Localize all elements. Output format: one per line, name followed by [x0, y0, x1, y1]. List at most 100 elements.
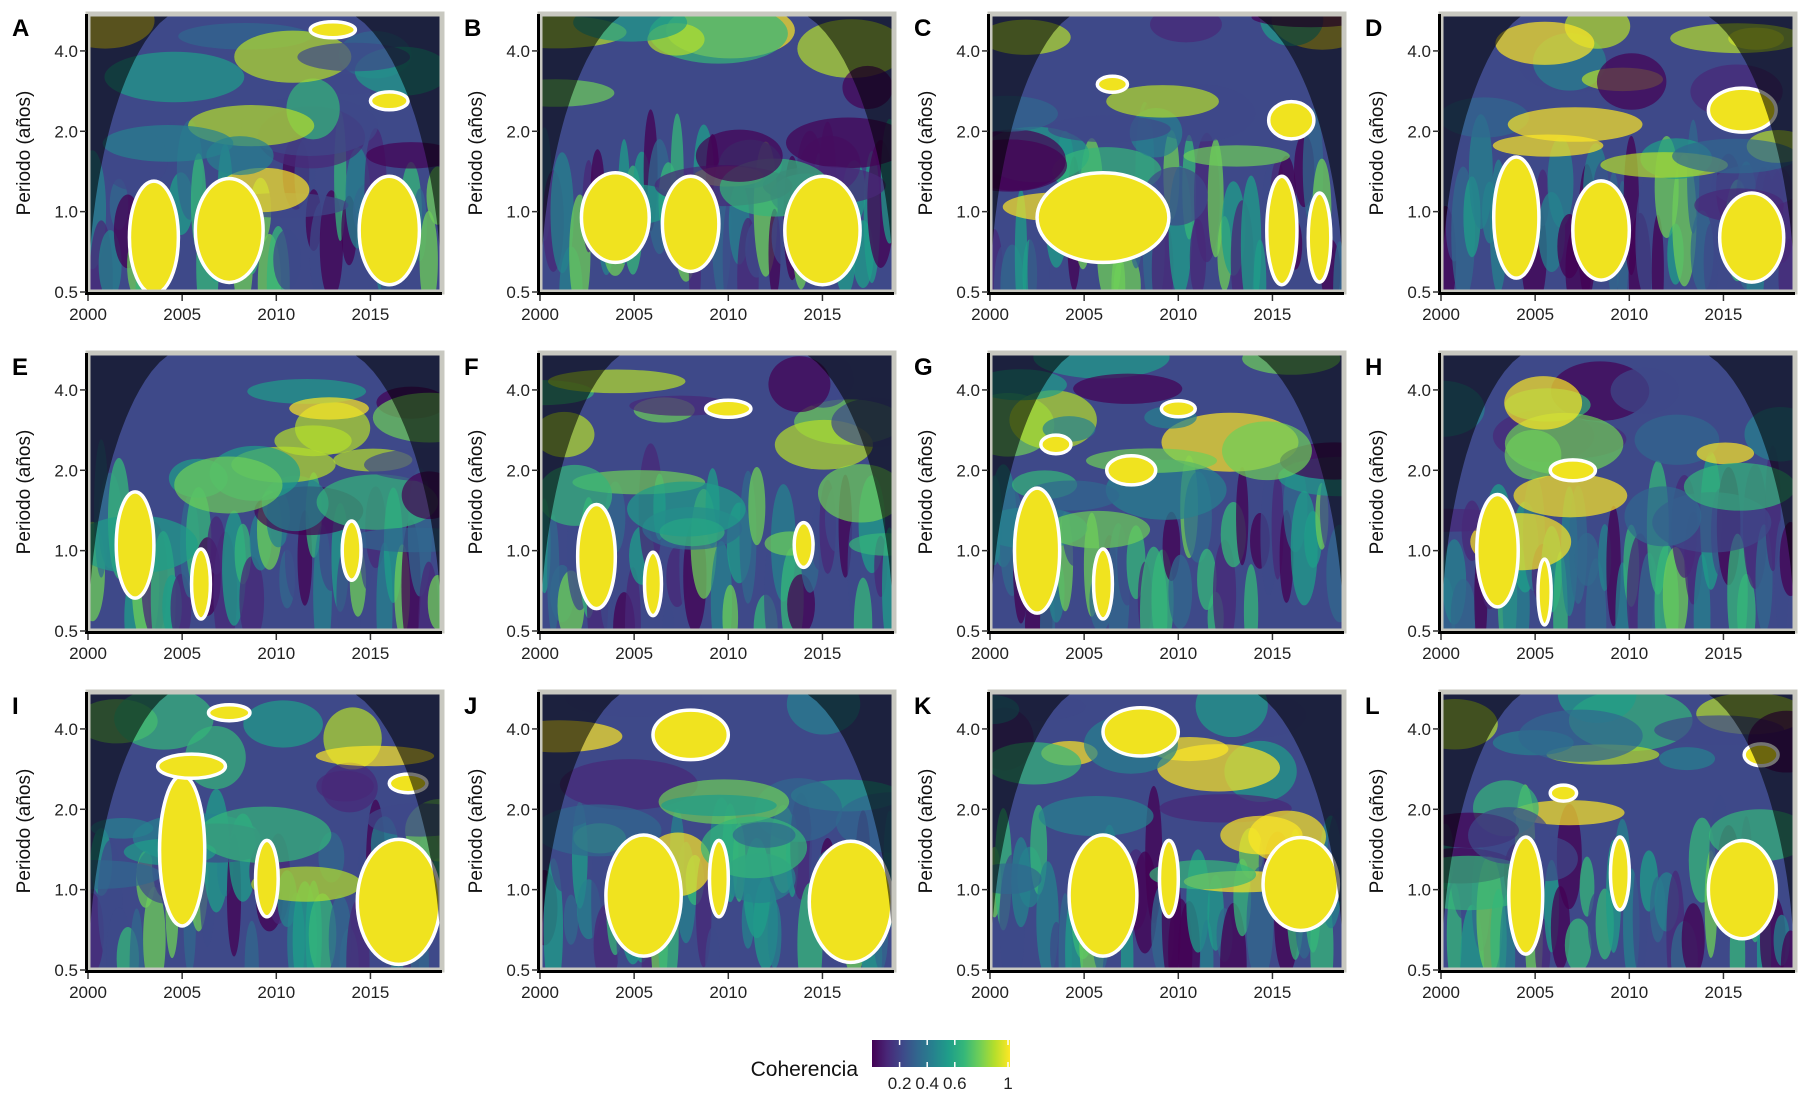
- x-tick-label: 2015: [1705, 644, 1743, 663]
- x-tick-label: 2010: [1159, 644, 1197, 663]
- y-tick-label: 1.0: [506, 203, 530, 222]
- significance-contour: [368, 90, 410, 112]
- panel-d: 0.5 1.0 2.0 4.0 2000 2005 2010 2015 Periodo (año…: [1365, 11, 1798, 324]
- x-tick-label: 2000: [1422, 305, 1460, 324]
- significance-contour: [660, 174, 721, 274]
- x-tick-label: 2010: [1610, 983, 1648, 1002]
- y-axis-label: Periodo (años): [916, 430, 937, 555]
- significance-contour: [114, 490, 156, 600]
- cone-of-influence-left: [990, 14, 1073, 292]
- x-tick-label: 2005: [615, 644, 653, 663]
- significance-contour: [1035, 171, 1171, 265]
- y-tick-label: 1.0: [506, 881, 530, 900]
- heatmap-field: [1441, 692, 1795, 970]
- x-tick-label: 2005: [1516, 644, 1554, 663]
- y-tick-label: 2.0: [506, 800, 530, 819]
- x-tick-label: 2000: [1422, 983, 1460, 1002]
- significance-contour: [189, 547, 213, 621]
- y-tick-label: 2.0: [54, 800, 78, 819]
- x-tick-label: 2015: [1705, 983, 1743, 1002]
- significance-contour: [1608, 835, 1632, 912]
- significance-contour: [1706, 838, 1778, 941]
- panel-label: F: [464, 354, 479, 381]
- significance-contour: [1039, 433, 1073, 456]
- panel-label: B: [464, 15, 481, 42]
- x-tick-label: 2005: [1065, 305, 1103, 324]
- x-tick-label: 2015: [1254, 644, 1292, 663]
- heatmap-field: [88, 353, 442, 631]
- significance-contour: [193, 176, 265, 285]
- significance-contour: [1266, 99, 1316, 141]
- x-tick-label: 2005: [163, 644, 201, 663]
- significance-contour: [1159, 399, 1197, 419]
- y-tick-label: 1.0: [54, 203, 78, 222]
- x-tick-label: 2000: [521, 644, 559, 663]
- significance-contour: [1491, 155, 1541, 280]
- y-tick-label: 0.5: [54, 622, 78, 641]
- x-tick-label: 2015: [804, 644, 842, 663]
- y-tick-label: 0.5: [1407, 961, 1431, 980]
- y-tick-label: 2.0: [1407, 461, 1431, 480]
- legend-tick-label: 1: [1003, 1074, 1012, 1093]
- y-axis-label: Periodo (años): [916, 91, 937, 216]
- significance-contour: [1095, 74, 1130, 95]
- y-tick-label: 0.5: [956, 283, 980, 302]
- panel-c: 0.5 1.0 2.0 4.0 2000 2005 2010 2015 Periodo (año…: [914, 11, 1347, 324]
- significance-contour: [357, 174, 422, 287]
- heatmap-field: [540, 14, 894, 292]
- significance-contour: [155, 752, 228, 780]
- y-axis-label: Periodo (años): [466, 91, 487, 216]
- panel-label: K: [914, 693, 932, 720]
- cone-of-influence-right: [1254, 692, 1344, 970]
- significance-contour: [157, 773, 207, 928]
- panel-l: 0.5 1.0 2.0 4.0 2000 2005 2010 2015 Periodo (año…: [1365, 689, 1798, 1002]
- heatmap-field: [1441, 353, 1795, 631]
- significance-contour: [308, 20, 358, 40]
- x-tick-label: 2000: [1422, 644, 1460, 663]
- x-tick-label: 2015: [352, 644, 390, 663]
- significance-contour: [206, 702, 252, 723]
- y-tick-label: 0.5: [506, 283, 530, 302]
- y-axis-label: Periodo (años): [466, 430, 487, 555]
- x-tick-label: 2010: [257, 983, 295, 1002]
- heatmap-field: [540, 353, 894, 631]
- cone-of-influence-right: [1254, 14, 1344, 292]
- cone-of-influence-left: [990, 692, 1073, 970]
- significance-contour: [604, 833, 683, 958]
- significance-contour: [1091, 547, 1115, 621]
- panel-label: A: [12, 15, 29, 42]
- x-tick-label: 2015: [1254, 983, 1292, 1002]
- significance-contour: [807, 839, 894, 965]
- significance-contour: [1067, 833, 1139, 958]
- y-axis-label: Periodo (años): [14, 769, 35, 894]
- significance-contour: [1548, 458, 1598, 483]
- x-tick-label: 2005: [615, 305, 653, 324]
- significance-contour: [1306, 191, 1333, 284]
- x-tick-label: 2005: [1516, 983, 1554, 1002]
- heatmap-field: [990, 692, 1344, 970]
- x-tick-label: 2015: [804, 305, 842, 324]
- panel-e: 0.5 1.0 2.0 4.0 2000 2005 2010 2015 Periodo (año…: [12, 350, 445, 663]
- cone-of-influence-right: [804, 14, 894, 292]
- legend-colorbar: [872, 1040, 1010, 1067]
- x-tick-label: 2000: [971, 305, 1009, 324]
- significance-contour: [707, 838, 731, 919]
- panel-f: 0.5 1.0 2.0 4.0 2000 2005 2010 2015 Periodo (año…: [464, 350, 897, 663]
- x-tick-label: 2005: [163, 305, 201, 324]
- significance-contour: [1104, 453, 1158, 487]
- panel-label: G: [914, 354, 933, 381]
- y-axis-label: Periodo (años): [466, 769, 487, 894]
- heatmap-field: [88, 692, 442, 970]
- x-tick-label: 2005: [1065, 983, 1103, 1002]
- panels-group: 0.5 1.0 2.0 4.0 2000 2005 2010 2015 Periodo (año…: [12, 11, 1798, 1002]
- x-tick-label: 2015: [1254, 305, 1292, 324]
- x-tick-label: 2000: [69, 983, 107, 1002]
- x-tick-label: 2000: [971, 983, 1009, 1002]
- panel-label: I: [12, 693, 19, 720]
- heatmap-field: [88, 14, 442, 292]
- panel-i: 0.5 1.0 2.0 4.0 2000 2005 2010 2015 Periodo (año…: [12, 689, 445, 1002]
- y-tick-label: 1.0: [956, 542, 980, 561]
- x-tick-label: 2010: [709, 644, 747, 663]
